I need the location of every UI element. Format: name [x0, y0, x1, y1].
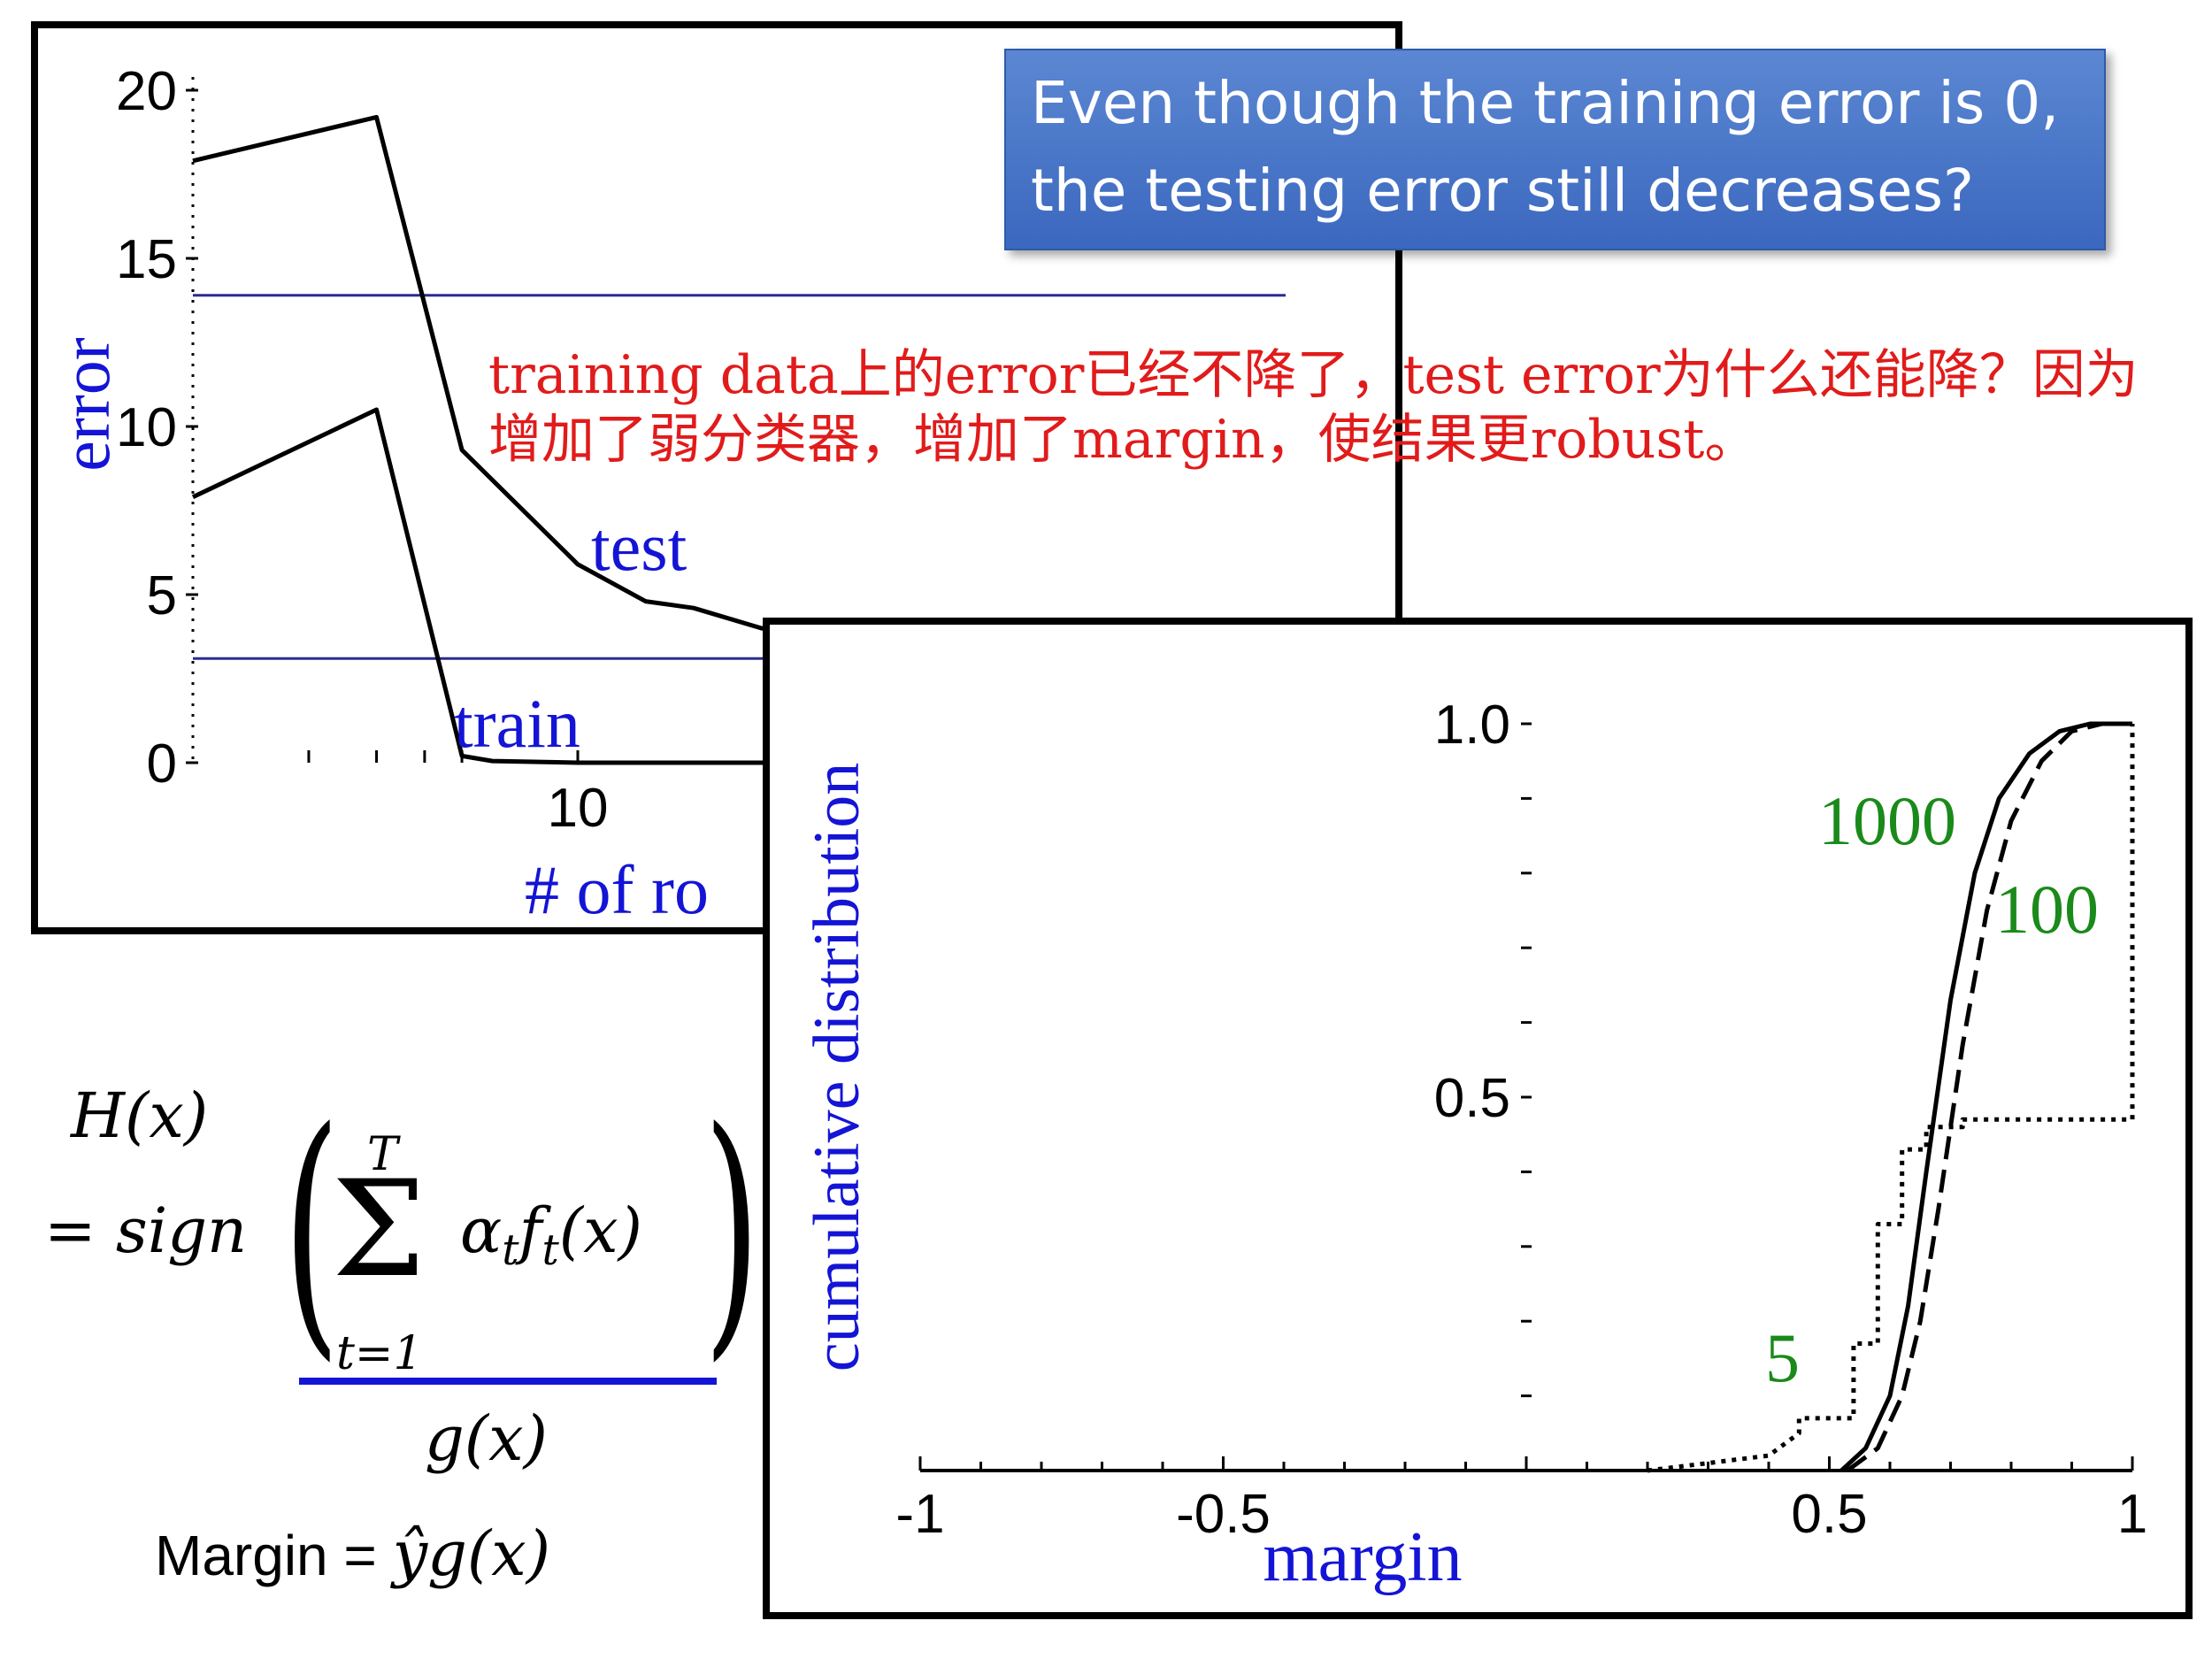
margin-expr: ŷg(x)	[392, 1517, 551, 1590]
y-axis-label: error	[47, 337, 124, 472]
callout-line-1: Even though the training error is 0,	[1031, 69, 2060, 137]
question-callout: Even though the training error is 0, the…	[1004, 49, 2106, 250]
sum-lower: t=1	[336, 1327, 423, 1380]
callout-line-2: the testing error still decreases?	[1031, 157, 1975, 225]
y-tick-label: 15	[116, 229, 177, 290]
formula-lhs: H(x)	[71, 1079, 209, 1152]
series-label-100: 100	[1995, 871, 2099, 948]
series-line-test	[192, 114, 848, 644]
series-line-5	[1647, 724, 2135, 1473]
y-axis-label: cumulative distribution	[801, 763, 873, 1372]
x-tick-label: 10	[548, 778, 609, 839]
series-label-1000: 1000	[1818, 782, 1956, 859]
formula-sign: = sign	[44, 1194, 248, 1267]
underline-bar	[299, 1378, 717, 1385]
summand: αtft(x)	[460, 1194, 642, 1275]
red-annotation-note: training data上的error已经不降了，test error为什么还…	[488, 344, 2139, 471]
series-label-test: test	[591, 508, 687, 585]
x-axis-label: margin	[1263, 1518, 1462, 1596]
x-tick-label: -1	[895, 1484, 944, 1545]
series-line-train	[191, 407, 848, 765]
series-line-1000	[1839, 721, 2132, 1472]
series-label-5: 5	[1765, 1319, 1800, 1396]
y-tick-label: 5	[147, 565, 177, 626]
margin-label: Margin =	[155, 1524, 393, 1587]
margin-chart: -1 -0.5 0.5 1 0.5 1.0 cumulative distribution…	[801, 695, 2147, 1596]
sigma-symbol: Σ	[332, 1153, 426, 1307]
y-tick-label: 0.5	[1434, 1068, 1510, 1129]
series-line-100	[1846, 721, 2132, 1473]
underbrace-label: g(x)	[425, 1402, 548, 1475]
margin-definition: Margin = ŷg(x)	[155, 1517, 550, 1590]
y-tick-label: 10	[116, 397, 177, 458]
error-chart: 0 5 10 15 20 10 error test train # of ro	[47, 61, 1286, 927]
y-tick-label: 0	[147, 733, 177, 795]
summand-alpha: α	[460, 1194, 503, 1267]
summand-arg: (x)	[558, 1194, 642, 1267]
right-paren: )	[703, 1075, 761, 1384]
hypothesis-formula: H(x) = sign ( Σ T t=1 αtft(x) ) g(x) Mar…	[27, 1062, 760, 1593]
x-tick-label: 0.5	[1791, 1484, 1867, 1545]
x-tick-label: -0.5	[1176, 1484, 1271, 1545]
y-tick-label: 1.0	[1434, 695, 1510, 756]
summand-sub-1: t	[502, 1225, 519, 1275]
summand-f: f	[518, 1194, 542, 1267]
x-tick-label: 1	[2117, 1484, 2147, 1545]
summand-sub-2: t	[541, 1225, 559, 1275]
y-tick-label: 20	[116, 61, 177, 122]
left-paren: (	[283, 1075, 341, 1384]
margin-chart-panel: -1 -0.5 0.5 1 0.5 1.0 cumulative distribution…	[763, 618, 2193, 1619]
x-axis-label: # of ro	[525, 851, 709, 927]
series-label-train: train	[454, 685, 580, 762]
sum-upper: T	[367, 1128, 398, 1181]
